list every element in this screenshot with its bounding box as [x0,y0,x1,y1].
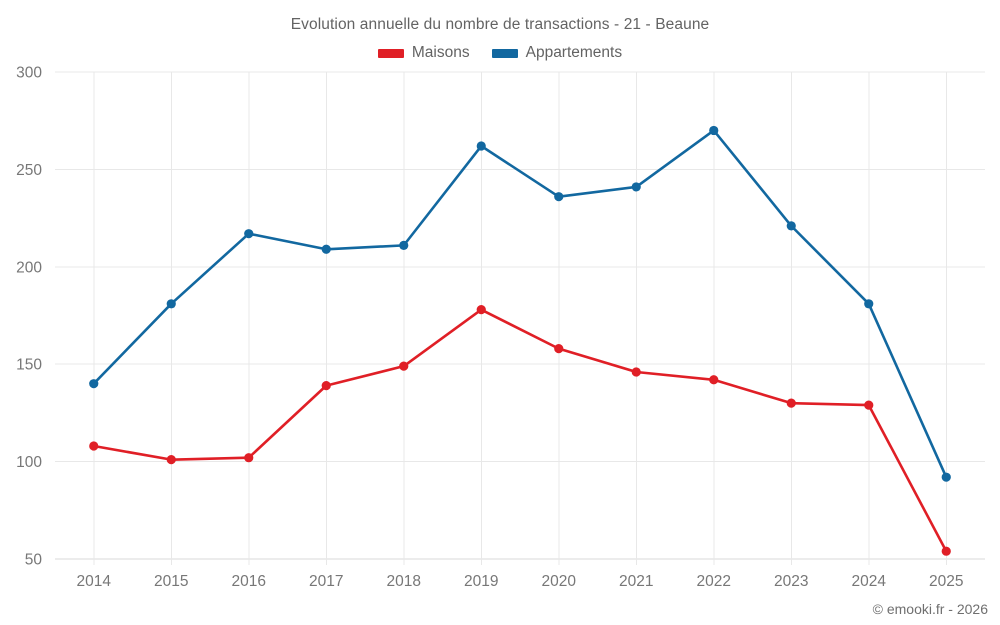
y-axis-tick-labels: 50 100 150 200 250 300 [16,65,42,569]
data-point-maisons-2014[interactable] [89,441,99,451]
data-point-maisons-2025[interactable] [941,546,951,556]
y-axis-tick-label: 150 [16,357,42,374]
legend-item-maisons[interactable]: Maisons [377,44,470,62]
x-axis-tick-labels: 2014 2015 2016 2017 2018 2019 2020 2021 2022 2023… [77,573,964,590]
data-point-maisons-2022[interactable] [709,375,719,385]
data-point-maisons-2020[interactable] [554,344,564,354]
data-point-appartements-2018[interactable] [399,240,409,250]
x-axis-tick-label: 2025 [929,573,963,590]
data-point-appartements-2019[interactable] [476,141,486,151]
data-point-appartements-2020[interactable] [554,192,564,202]
x-axis-tick-label: 2019 [464,573,498,590]
x-axis-tick-label: 2024 [852,573,887,590]
data-point-appartements-2021[interactable] [631,182,641,192]
x-axis-tick-label: 2018 [387,573,421,590]
data-point-maisons-2019[interactable] [476,305,486,315]
data-point-appartements-2014[interactable] [89,379,99,389]
y-axis-tick-label: 300 [16,65,42,82]
y-axis-tick-label: 50 [25,552,43,569]
x-axis-tick-label: 2022 [697,573,731,590]
legend-item-appartements[interactable]: Appartements [491,44,623,62]
data-point-appartements-2022[interactable] [709,125,719,136]
data-point-maisons-2023[interactable] [786,398,796,408]
data-point-maisons-2024[interactable] [864,400,874,410]
data-point-appartements-2023[interactable] [786,221,796,231]
data-point-appartements-2025[interactable] [941,472,951,482]
data-point-appartements-2016[interactable] [244,229,254,239]
y-axis-tick-label: 200 [16,259,42,276]
legend-swatch-maisons [377,48,404,58]
chart-legend: Maisons Appartements [0,44,1000,62]
data-point-appartements-2015[interactable] [166,299,176,309]
x-axis-tick-label: 2023 [774,573,808,590]
x-axis-tick-label: 2015 [154,573,188,590]
data-point-appartements-2017[interactable] [321,244,331,254]
x-axis-tick-label: 2016 [232,573,266,590]
legend-swatch-appartements [491,48,518,58]
data-point-maisons-2021[interactable] [631,367,641,377]
data-point-maisons-2015[interactable] [166,455,176,465]
data-point-appartements-2024[interactable] [864,299,874,309]
series-line-appartements [92,129,948,479]
legend-label-maisons: Maisons [411,44,470,61]
data-point-maisons-2017[interactable] [321,381,331,391]
x-axis-tick-label: 2014 [77,573,112,590]
x-axis-tick-label: 2020 [542,573,577,590]
credit-footer: © emooki.fr - 2026 [872,601,988,617]
series-line-maisons [92,308,948,553]
data-series-layer [89,125,951,556]
data-point-maisons-2018[interactable] [399,361,409,371]
y-axis-tick-label: 100 [16,454,42,471]
gridlines-layer [55,71,985,565]
data-point-maisons-2016[interactable] [244,453,254,463]
x-axis-tick-label: 2017 [309,573,343,590]
legend-label-appartements: Appartements [525,44,623,61]
y-axis-tick-label: 250 [16,162,42,179]
x-axis-tick-label: 2021 [619,573,653,590]
chart-title: Evolution annuelle du nombre de transact… [290,16,710,33]
